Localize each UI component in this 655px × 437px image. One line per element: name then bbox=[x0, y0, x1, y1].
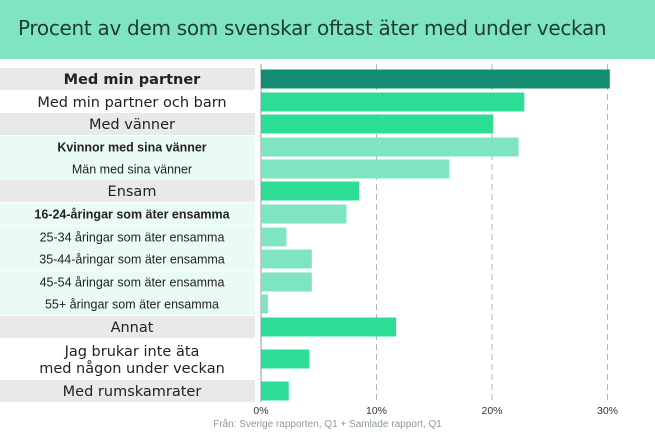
category-label: 16-24-åringar som äter ensamma bbox=[34, 208, 230, 222]
category-label: Jag brukar inte äta med någon under vecka… bbox=[39, 344, 225, 377]
bar bbox=[261, 204, 347, 224]
x-tick-label: 10% bbox=[366, 405, 387, 417]
row-background bbox=[0, 158, 255, 180]
bar bbox=[261, 159, 450, 179]
source-note: Från: Sverige rapporten, Q1 + Samlade ra… bbox=[213, 419, 442, 430]
row-background bbox=[0, 203, 255, 225]
row-background bbox=[0, 248, 255, 270]
bar bbox=[261, 349, 310, 369]
bar bbox=[261, 181, 360, 201]
row-background bbox=[0, 180, 255, 202]
category-label: Med rumskamrater bbox=[63, 384, 202, 400]
category-label: 55+ åringar som äter ensamma bbox=[45, 298, 219, 312]
bar bbox=[261, 227, 287, 247]
category-label: Kvinnor med sina vänner bbox=[57, 141, 206, 155]
bar bbox=[261, 69, 610, 89]
bar bbox=[261, 137, 519, 157]
bar bbox=[261, 294, 268, 314]
bar bbox=[261, 381, 289, 401]
x-tick-label: 20% bbox=[481, 405, 502, 417]
category-label: Annat bbox=[111, 320, 154, 336]
bar bbox=[261, 92, 525, 112]
title-banner: Procent av dem som svenskar oftast äter … bbox=[0, 0, 655, 59]
row-background bbox=[0, 316, 255, 338]
category-label: 45-54 åringar som äter ensamma bbox=[40, 276, 225, 290]
category-label: 35-44-åringar som äter ensamma bbox=[39, 253, 225, 267]
row-background bbox=[0, 136, 255, 158]
bar bbox=[261, 114, 494, 134]
bar bbox=[261, 272, 312, 292]
x-tick-label: 0% bbox=[253, 405, 268, 417]
category-label: Ensam bbox=[108, 184, 157, 200]
row-background bbox=[0, 226, 255, 248]
row-background bbox=[0, 293, 255, 315]
category-label: Med min partner bbox=[64, 72, 202, 88]
category-label: 25-34 åringar som äter ensamma bbox=[40, 231, 225, 245]
chart-title: Procent av dem som svenskar oftast äter … bbox=[18, 16, 607, 40]
x-tick-label: 30% bbox=[597, 405, 618, 417]
row-background bbox=[0, 271, 255, 293]
category-label: Med vänner bbox=[89, 117, 175, 133]
category-label: Män med sina vänner bbox=[72, 163, 192, 177]
bar bbox=[261, 317, 397, 337]
row-background bbox=[0, 380, 255, 402]
row-background bbox=[0, 68, 255, 90]
category-label: Med min partner och barn bbox=[37, 95, 226, 111]
bar bbox=[261, 249, 312, 269]
row-background bbox=[0, 113, 255, 135]
